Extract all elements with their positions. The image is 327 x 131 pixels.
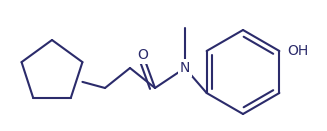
Text: O: O: [138, 48, 148, 62]
Text: N: N: [180, 61, 190, 75]
Text: OH: OH: [287, 44, 309, 58]
